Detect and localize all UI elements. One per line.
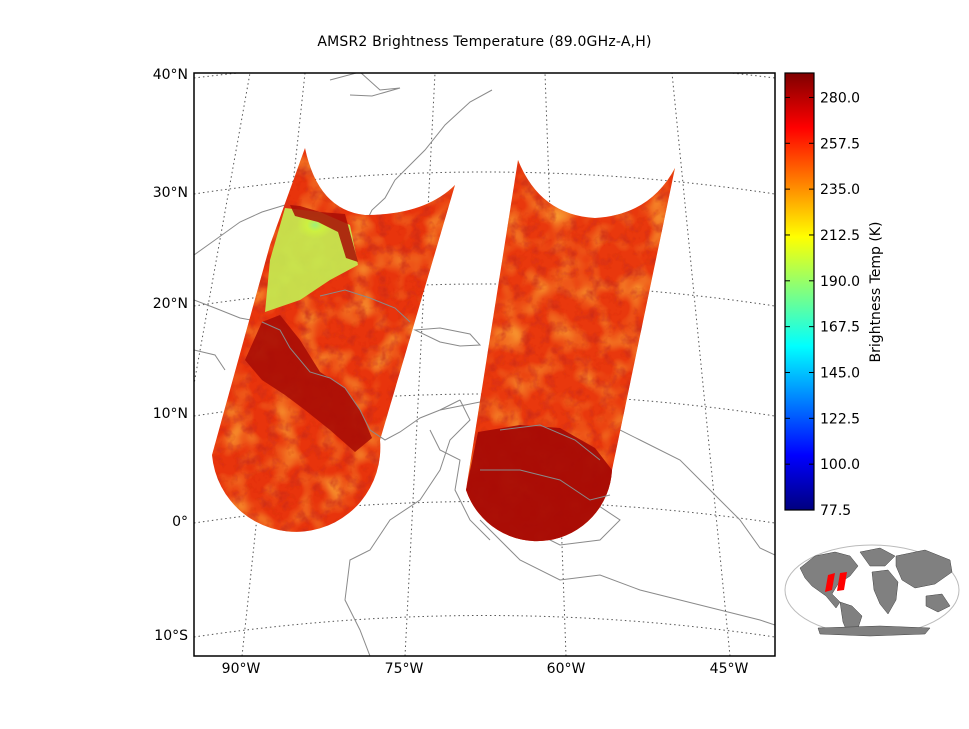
- colorbar-tick-label: 145.0: [820, 365, 860, 381]
- lon-label: 45°W: [710, 661, 749, 677]
- inset-swath-highlight: [825, 572, 847, 592]
- colorbar-ticks: 280.0 257.5 235.0 212.5 190.0 167.5 145.0 122.5…: [785, 90, 860, 519]
- colorbar-tick-label: 257.5: [820, 136, 860, 152]
- inset-globe: [784, 544, 960, 637]
- colorbar-tick-label: 212.5: [820, 228, 860, 244]
- lat-label: 30°N: [153, 185, 188, 201]
- colorbar: 280.0 257.5 235.0 212.5 190.0 167.5 145.0 122.5…: [784, 72, 884, 519]
- colorbar-tick-label: 100.0: [820, 457, 860, 473]
- map-title: AMSR2 Brightness Temperature (89.0GHz-A,…: [317, 34, 652, 50]
- lat-label: 10°N: [153, 406, 188, 422]
- coastlines-overlay: [261, 289, 611, 501]
- colorbar-gradient: [785, 73, 814, 510]
- colorbar-tick-label: 235.0: [820, 182, 860, 198]
- inset-land: [799, 547, 953, 637]
- lat-label: 0°: [172, 514, 188, 530]
- lon-label: 75°W: [385, 661, 424, 677]
- latitude-labels: 40°N 30°N 20°N 10°N 0° 10°S: [153, 67, 188, 644]
- lat-label: 40°N: [153, 67, 188, 83]
- map-frame: [193, 72, 776, 657]
- lat-label: 20°N: [153, 296, 188, 312]
- lat-label: 10°S: [154, 628, 188, 644]
- colorbar-frame: [784, 72, 815, 511]
- swath-left: [212, 148, 455, 532]
- colorbar-tick-label: 280.0: [820, 90, 860, 106]
- colorbar-tick-label: 190.0: [820, 274, 860, 290]
- lon-label: 60°W: [547, 661, 586, 677]
- longitude-labels: 90°W 75°W 60°W 45°W: [222, 661, 749, 677]
- map-area: [194, 73, 775, 656]
- colorbar-tick-label: 167.5: [820, 320, 860, 336]
- colorbar-tick-label: 77.5: [820, 503, 851, 519]
- swath-right: [466, 160, 675, 542]
- graticule-meridians: [194, 73, 731, 656]
- colorbar-tick-label: 122.5: [820, 411, 860, 427]
- lon-label: 90°W: [222, 661, 261, 677]
- colorbar-label: Brightness Temp (K): [868, 222, 884, 363]
